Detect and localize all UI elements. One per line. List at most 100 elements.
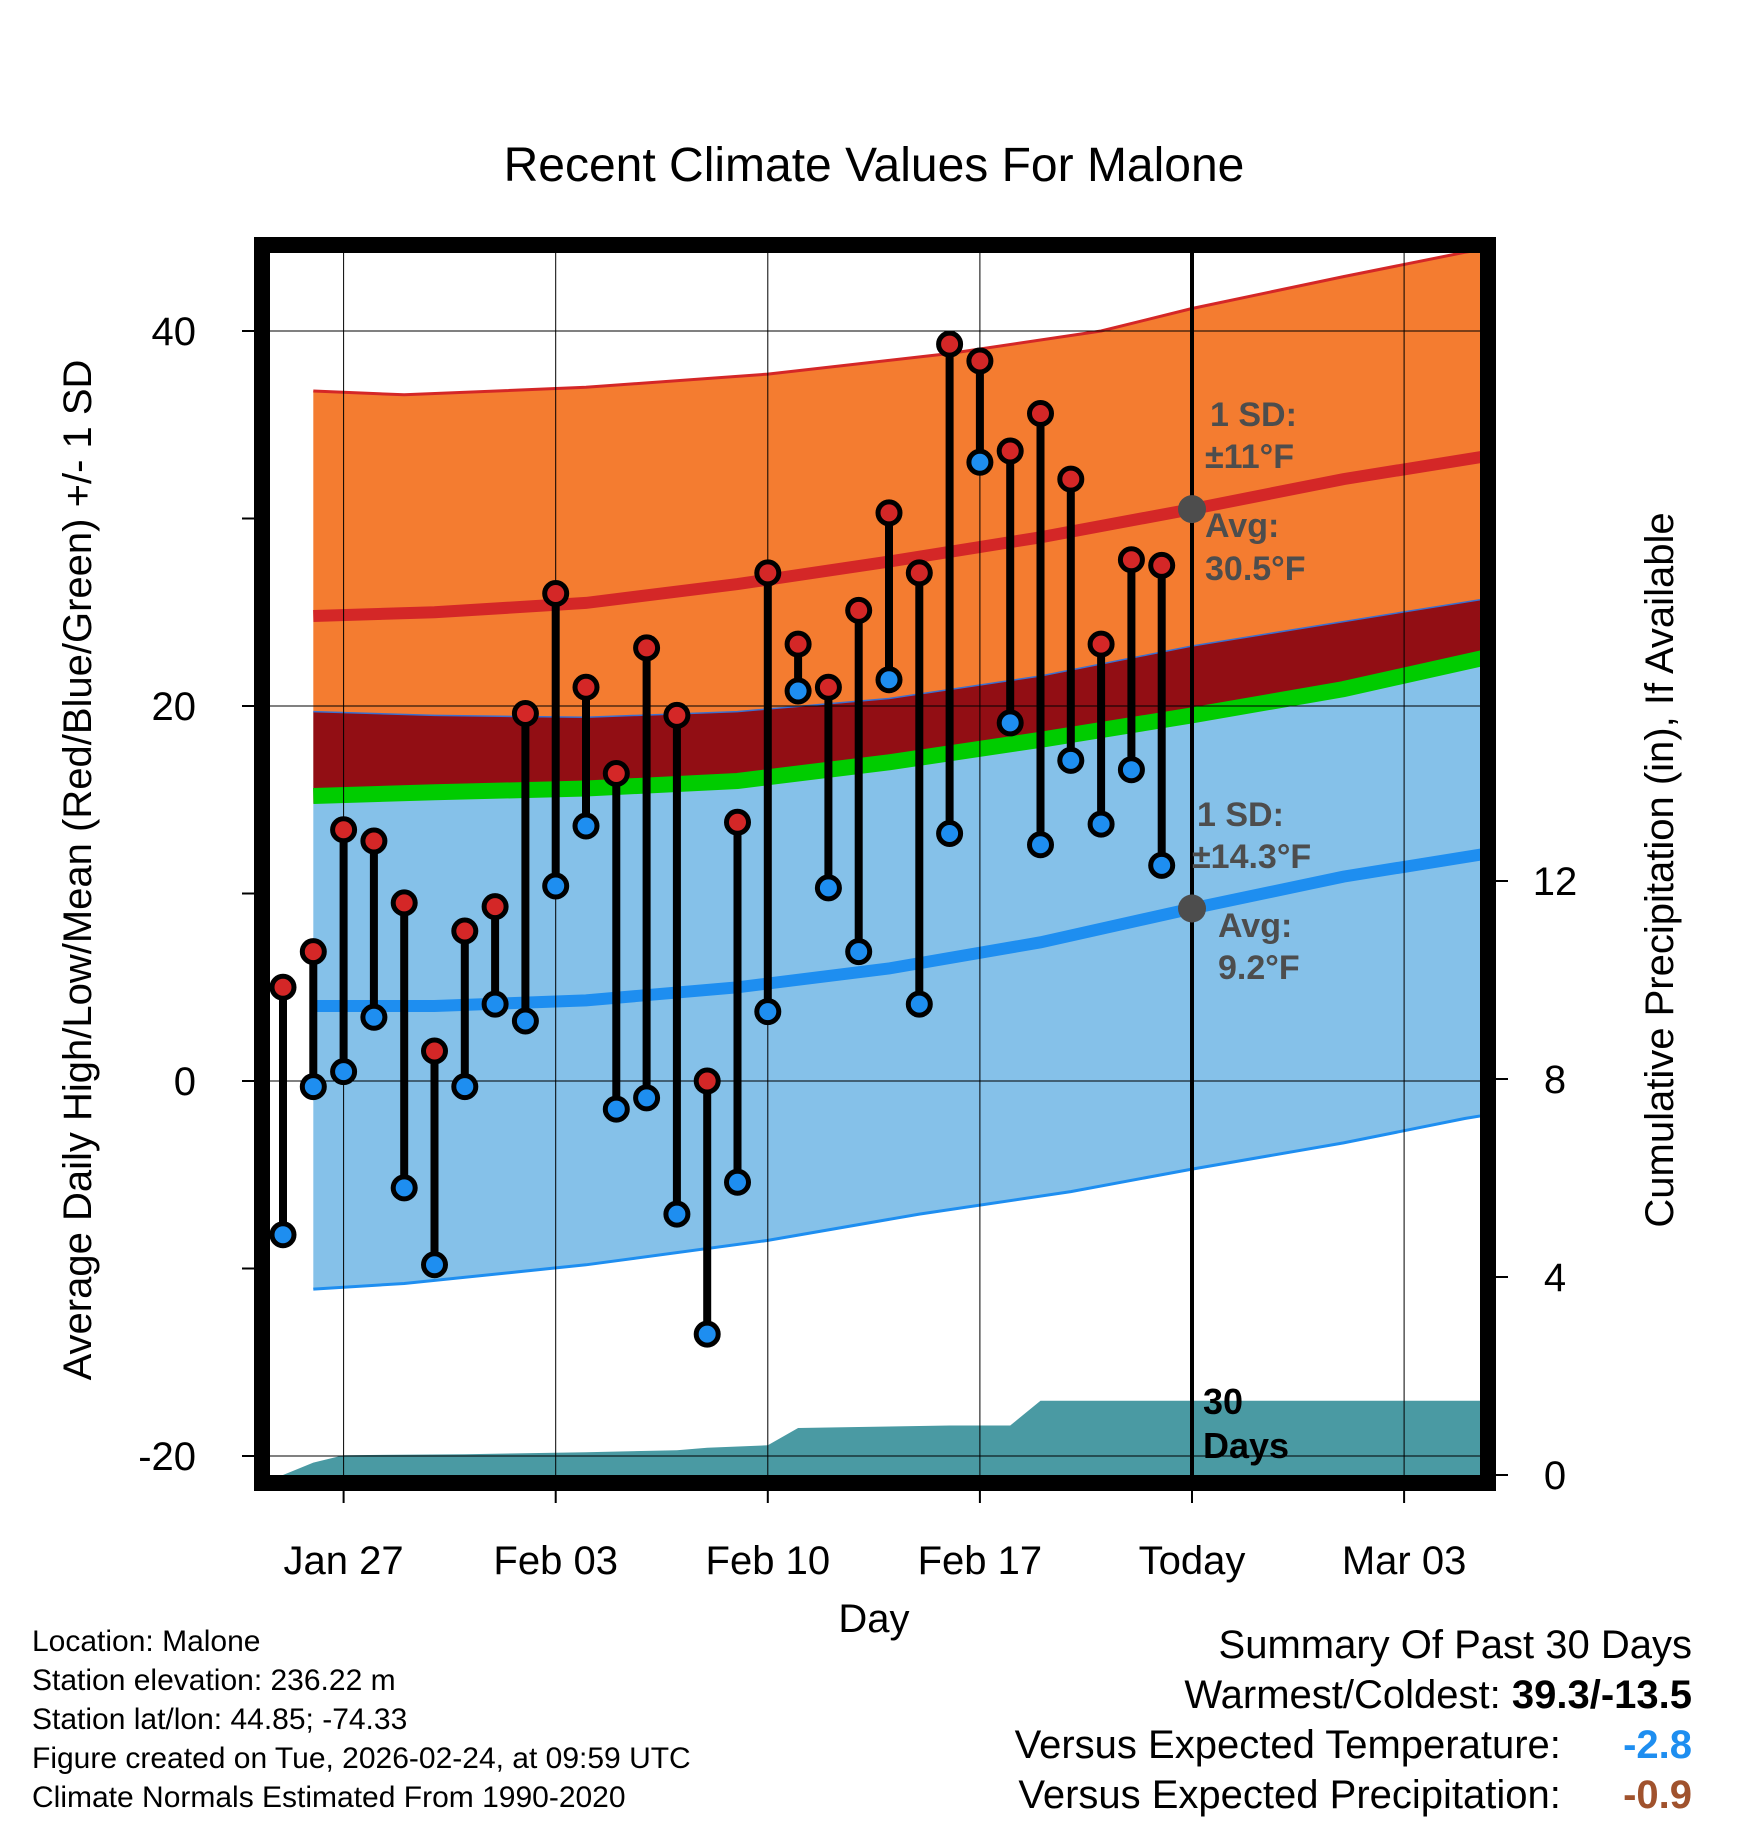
daily-high-point [270, 973, 297, 1001]
daily-high-point [1027, 400, 1054, 427]
daily-low-point [724, 1168, 751, 1196]
daily-high-point [421, 1037, 448, 1065]
daily-high-point [511, 700, 539, 727]
station-location: Location: Malone [32, 1625, 261, 1658]
x-tick-label: Feb 03 [493, 1539, 618, 1583]
daily-low-point [602, 1095, 630, 1123]
daily-high-point [875, 499, 903, 527]
daily-low-point [360, 1003, 388, 1031]
daily-low-point [845, 938, 873, 966]
summary-panel: Summary Of Past 30 Days Warmest/Coldest:… [1015, 1620, 1692, 1820]
plot-area: 1 SD: ±11°F Avg: 30.5°F 1 SD: ±14.3°F Avg: 9.2°… [270, 253, 1480, 1475]
low-sd-band [313, 666, 1480, 1290]
warmest-label: Warmest/Coldest: [1184, 1673, 1501, 1717]
daily-low-point [1117, 756, 1145, 784]
daily-high-point [572, 673, 600, 701]
high-avg-value: 30.5°F [1205, 550, 1306, 588]
low-avg-value: 9.2°F [1218, 949, 1300, 987]
daily-high-point [299, 938, 327, 966]
daily-high-point [330, 816, 358, 844]
daily-high-point [451, 917, 479, 945]
daily-low-point [572, 812, 600, 840]
x-axis-label: Day [838, 1597, 909, 1641]
high-avg-today-marker [1178, 495, 1206, 524]
x-tick-label: Feb 17 [918, 1539, 1043, 1583]
low-sd-label: 1 SD: [1197, 796, 1284, 834]
high-avg-label: Avg: [1205, 507, 1279, 545]
figure-created: Figure created on Tue, 2026-02-24, at 09… [32, 1742, 691, 1775]
daily-low-point [633, 1084, 661, 1112]
precip-anomaly-label: Versus Expected Precipitation: [1018, 1773, 1561, 1817]
normals-period: Climate Normals Estimated From 1990-2020 [32, 1781, 626, 1814]
summary-temp-row: Versus Expected Temperature: -2.8 [1015, 1720, 1692, 1770]
y-tick-label: 40 [152, 310, 197, 354]
daily-low-point [1148, 851, 1176, 879]
daily-low-point [330, 1058, 358, 1086]
daily-low-point [1057, 746, 1085, 774]
plot-frame [254, 237, 1496, 1491]
daily-high-point [754, 559, 782, 587]
daily-high-point [481, 893, 509, 921]
y-axis-label: Average Daily High/Low/Mean (Red/Blue/Gr… [56, 360, 100, 1381]
y2-tick-label: 12 [1533, 860, 1578, 904]
daily-high-point [1148, 551, 1176, 579]
daily-high-point [1087, 630, 1115, 658]
mean-sd-band [313, 599, 1480, 804]
precip-days-number: 30 [1203, 1381, 1243, 1422]
daily-high-point [390, 889, 418, 917]
daily-low-point [542, 872, 570, 900]
mean-upper-line [313, 598, 1480, 719]
high-avg-line [313, 451, 1480, 622]
daily-low-point [663, 1200, 691, 1228]
temp-anomaly-value: -2.8 [1623, 1723, 1692, 1767]
daily-low-point [693, 1320, 721, 1348]
y2-tick-label: 4 [1544, 1256, 1566, 1300]
summary-warmest-row: Warmest/Coldest: 39.3/-13.5 [1015, 1670, 1692, 1720]
daily-high-point [966, 347, 994, 375]
y-tick-label: 20 [152, 685, 197, 729]
y2-tick-label: 0 [1544, 1454, 1566, 1498]
daily-high-point [724, 808, 751, 836]
daily-high-point [996, 437, 1024, 465]
daily-high-point [936, 330, 964, 358]
low-avg-today-marker [1178, 894, 1206, 923]
daily-high-point [1117, 546, 1145, 574]
x-tick-label: Jan 27 [284, 1539, 404, 1583]
precip-days-label: Days [1203, 1425, 1289, 1466]
precip-anomaly-value: -0.9 [1623, 1773, 1692, 1817]
daily-high-point [602, 760, 630, 787]
temp-anomaly-label: Versus Expected Temperature: [1014, 1723, 1561, 1767]
station-latlon: Station lat/lon: 44.85; -74.33 [32, 1703, 408, 1736]
daily-low-point [270, 1221, 297, 1249]
daily-low-point [390, 1174, 418, 1202]
daily-low-point [1087, 810, 1115, 838]
daily-high-point [845, 596, 873, 624]
high-sd-value: ±11°F [1205, 438, 1294, 476]
daily-low-point [754, 998, 782, 1026]
y2-axis-label: Cumulative Precipitation (in), If Availa… [1638, 512, 1682, 1227]
daily-low-point [784, 677, 812, 705]
x-tick-label: Today [1139, 1539, 1246, 1583]
daily-high-point [633, 634, 661, 662]
daily-low-point [511, 1007, 539, 1035]
daily-high-point [905, 559, 933, 587]
daily-high-point [360, 827, 388, 855]
daily-low-point [299, 1073, 327, 1101]
precip-area [283, 1400, 1480, 1475]
daily-high-point [663, 701, 691, 729]
y-tick-label: -20 [138, 1435, 196, 1479]
daily-high-point [784, 630, 812, 658]
warmest-value: 39.3/-13.5 [1511, 1673, 1692, 1717]
daily-low-point [875, 666, 903, 694]
summary-precip-row: Versus Expected Precipitation: -0.9 [1015, 1770, 1692, 1820]
daily-low-point [905, 990, 933, 1018]
low-avg-line [313, 848, 1480, 1012]
daily-low-point [451, 1073, 479, 1101]
summary-title: Summary Of Past 30 Days [1218, 1623, 1692, 1667]
y-tick-label: 0 [174, 1060, 196, 1104]
high-sd-label: 1 SD: [1210, 396, 1297, 434]
daily-high-point [693, 1067, 721, 1095]
low-sd-value: ±14.3°F [1192, 838, 1311, 876]
daily-low-point [996, 709, 1024, 737]
